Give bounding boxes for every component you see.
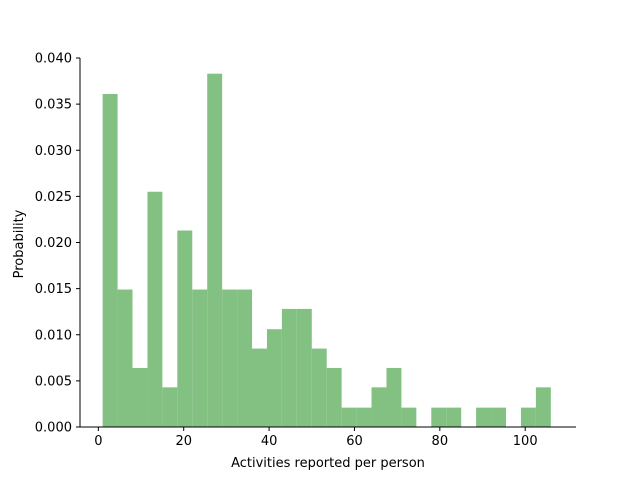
histogram-bar [296, 308, 312, 427]
histogram-bar [252, 348, 267, 427]
histogram-bar [326, 367, 342, 427]
histogram-bar [132, 367, 148, 427]
histogram-bar [102, 93, 118, 427]
histogram-bar [401, 407, 417, 427]
x-axis-label: Activities reported per person [231, 456, 425, 471]
histogram-bar [371, 387, 387, 427]
x-tick-label: 0 [94, 434, 102, 449]
histogram-bar [266, 329, 282, 427]
y-tick-label: 0.025 [35, 190, 72, 205]
histogram-bar [535, 387, 551, 427]
histogram-bar [341, 407, 357, 427]
histogram-bar [476, 407, 492, 427]
y-tick-label: 0.020 [35, 236, 72, 251]
histogram-bar [222, 289, 238, 427]
x-tick-label: 100 [513, 434, 538, 449]
bars-group [102, 73, 551, 428]
histogram-bar [237, 289, 253, 427]
histogram-bar [192, 289, 208, 427]
histogram-bar [162, 387, 178, 427]
axes-group: 0 20 40 60 80 100 0.000 0.005 0.010 0.015 0.020 0.0… [35, 52, 576, 449]
x-tick-label: 60 [346, 434, 363, 449]
histogram-bar [431, 407, 447, 427]
histogram-bar [386, 367, 402, 427]
histogram-bar [311, 348, 327, 427]
x-tick-label: 80 [432, 434, 449, 449]
x-tick-label: 40 [261, 434, 278, 449]
histogram-bar [147, 191, 163, 427]
histogram-bar [207, 73, 223, 428]
y-tick-label: 0.005 [35, 374, 72, 389]
histogram-bar [177, 230, 193, 427]
y-axis-label: Probability [12, 209, 27, 278]
y-tick-label: 0.015 [35, 282, 72, 297]
histogram-bar [117, 289, 133, 427]
histogram-bar [281, 308, 297, 427]
y-tick-label: 0.035 [35, 98, 72, 113]
y-tick-label: 0.000 [35, 421, 72, 436]
y-tick-label: 0.010 [35, 328, 72, 343]
y-tick-label: 0.030 [35, 144, 72, 159]
histogram-bar [520, 407, 536, 427]
y-tick-label: 0.040 [35, 52, 72, 67]
histogram-bar [446, 407, 462, 427]
histogram-bar [491, 407, 506, 427]
histogram-bar [356, 407, 372, 427]
x-tick-label: 20 [175, 434, 192, 449]
